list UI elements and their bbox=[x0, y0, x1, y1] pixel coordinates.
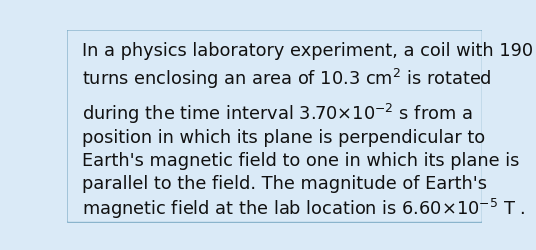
Text: during the time interval 3.70×10$\mathregular{^{-2}}$ s from a: during the time interval 3.70×10$\mathre… bbox=[81, 102, 472, 126]
Text: position in which its plane is perpendicular to: position in which its plane is perpendic… bbox=[81, 128, 485, 146]
Text: turns enclosing an area of 10.3 $\mathregular{cm^2}$ is rotated: turns enclosing an area of 10.3 $\mathre… bbox=[81, 67, 492, 91]
Text: magnetic field at the lab location is 6.60×10$\mathregular{^{-5}}$ T .: magnetic field at the lab location is 6.… bbox=[81, 197, 525, 221]
Text: Earth's magnetic field to one in which its plane is: Earth's magnetic field to one in which i… bbox=[81, 152, 519, 170]
FancyBboxPatch shape bbox=[67, 30, 482, 222]
Text: parallel to the field. The magnitude of Earth's: parallel to the field. The magnitude of … bbox=[81, 175, 487, 193]
Text: In a physics laboratory experiment, a coil with 190: In a physics laboratory experiment, a co… bbox=[81, 42, 533, 60]
